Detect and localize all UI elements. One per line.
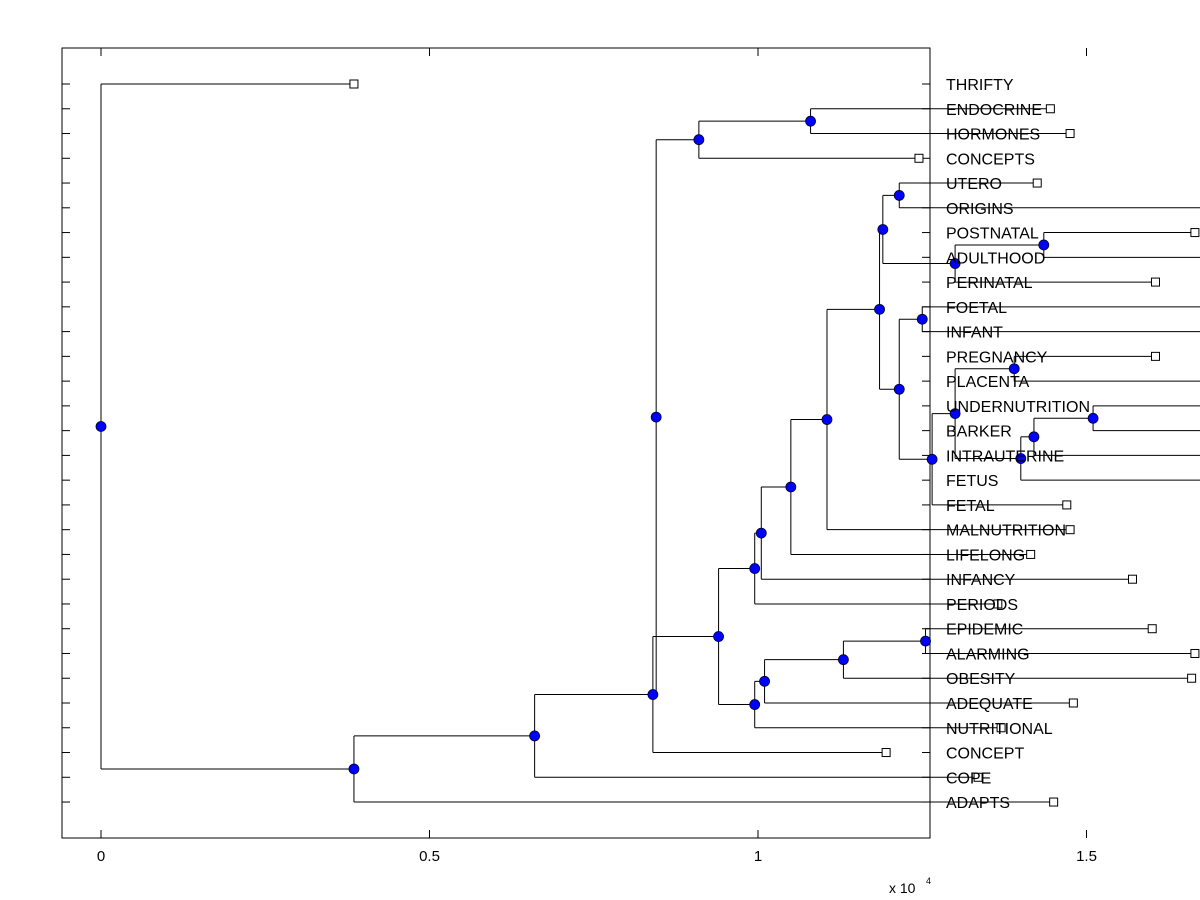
node-marker	[529, 730, 541, 742]
node-marker	[949, 258, 961, 269]
leaf-label: ALARMING	[946, 646, 1030, 663]
leaf-label: INTRAUTERINE	[946, 448, 1064, 465]
leaf-label: ENDOCRINE	[946, 102, 1042, 119]
leaf-label: NUTRITIONAL	[946, 721, 1053, 738]
leaf-marker	[973, 772, 983, 782]
node-marker	[874, 303, 885, 315]
leaf-marker	[993, 599, 1003, 609]
node-marker	[949, 408, 961, 420]
node-marker	[647, 689, 659, 700]
node-marker	[838, 654, 849, 666]
leaf-label: CONCEPTS	[946, 151, 1035, 168]
node-marker	[755, 527, 767, 539]
leaf-marker	[914, 153, 924, 163]
leaf-label: OBESITY	[946, 671, 1016, 688]
leaf-label: HORMONES	[946, 127, 1040, 144]
leaf-marker	[1045, 104, 1055, 114]
leaf-label: BARKER	[946, 424, 1012, 441]
node-marker	[749, 563, 761, 574]
leaf-marker	[1150, 351, 1160, 361]
node-marker	[893, 190, 905, 201]
leaf-label: EPIDEMIC	[946, 622, 1023, 639]
leaf-label: POSTNATAL	[946, 226, 1039, 243]
node-marker	[893, 383, 905, 395]
node-marker	[1038, 239, 1050, 251]
leaf-marker	[1026, 549, 1036, 559]
leaf-marker	[1068, 698, 1078, 708]
x-tick-label: 0	[97, 848, 105, 865]
leaf-marker	[996, 723, 1006, 733]
leaf-marker	[1065, 129, 1075, 139]
node-marker	[759, 675, 770, 687]
node-marker	[926, 453, 938, 465]
leaf-label: ADULTHOOD	[946, 250, 1045, 267]
leaf-marker	[881, 748, 891, 758]
node-marker	[805, 115, 816, 127]
node-marker	[1087, 412, 1099, 424]
leaf-label: ADEQUATE	[946, 696, 1033, 713]
node-marker	[1028, 431, 1040, 443]
leaf-label: FOETAL	[946, 300, 1007, 317]
node-marker	[95, 421, 107, 432]
leaf-marker	[1065, 525, 1075, 535]
leaf-label: ADAPTS	[946, 795, 1010, 812]
leaf-marker	[1062, 500, 1072, 510]
leaf-marker	[1147, 624, 1157, 634]
node-marker	[877, 224, 889, 235]
leaf-label: THRIFTY	[946, 77, 1014, 94]
x-tick-label: 1	[754, 848, 762, 865]
node-marker	[348, 763, 360, 775]
node-markers	[95, 115, 1099, 775]
leaf-label: UNDERNUTRITION	[946, 399, 1090, 416]
leaf-marker	[1049, 797, 1059, 807]
leaf-tick-marks	[62, 83, 930, 803]
node-marker	[650, 411, 662, 423]
x-tick-label: 1.5	[1076, 848, 1097, 865]
node-marker	[693, 134, 705, 146]
leaf-label: INFANT	[946, 325, 1003, 342]
leaf-marker	[1187, 673, 1197, 683]
node-marker	[916, 313, 928, 325]
node-marker	[785, 481, 797, 493]
leaf-label: CONCEPT	[946, 746, 1024, 763]
x-axis-multiplier-exponent: 4	[926, 876, 931, 886]
leaf-marker	[349, 79, 359, 89]
node-marker	[1015, 453, 1027, 464]
leaf-label: UTERO	[946, 176, 1002, 193]
leaf-labels: THRIFTY ENDOCRINE HORMONES CONCEPTS UTERO ORI…	[946, 77, 1090, 812]
node-marker	[1008, 363, 1020, 375]
node-marker	[749, 699, 761, 710]
x-axis-multiplier: x 10	[889, 880, 916, 896]
x-tick-label: 0.5	[419, 848, 440, 865]
x-axis: 00.511.522.5	[97, 48, 1097, 865]
leaf-marker	[1150, 277, 1160, 287]
leaf-label: MALNUTRITION	[946, 523, 1066, 540]
node-marker	[821, 414, 833, 425]
leaf-marker	[1032, 178, 1042, 188]
leaf-label: LIFELONG	[946, 547, 1025, 564]
leaf-label: PLACENTA	[946, 374, 1030, 391]
leaf-label: COPE	[946, 770, 991, 787]
leaf-marker	[1190, 228, 1200, 238]
leaf-marker	[1127, 574, 1137, 584]
node-marker	[920, 635, 931, 647]
leaf-label: ORIGINS	[946, 201, 1014, 218]
leaf-label: PERIODS	[946, 597, 1018, 614]
leaf-label: PREGNANCY	[946, 349, 1048, 366]
leaf-label: INFANCY	[946, 572, 1016, 589]
leaf-markers	[349, 79, 1200, 807]
plot-frame	[61, 47, 931, 839]
leaf-marker	[1190, 648, 1200, 658]
leaf-label: PERINATAL	[946, 275, 1033, 292]
node-marker	[713, 631, 724, 642]
leaf-label: FETUS	[946, 473, 998, 490]
leaf-label: FETAL	[946, 498, 995, 515]
